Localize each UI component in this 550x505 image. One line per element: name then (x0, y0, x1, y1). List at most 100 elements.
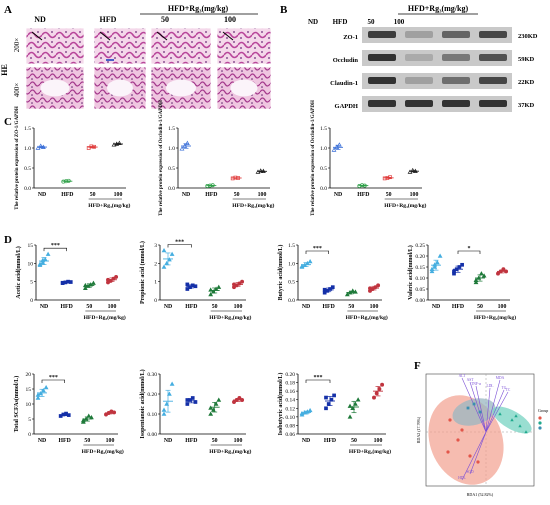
histology-col-50: 50 (161, 15, 169, 24)
data-point (307, 407, 313, 413)
x-tick-label: 100 (410, 192, 419, 198)
y-tick-label: 1.0 (320, 146, 327, 152)
data-point (205, 184, 210, 188)
rda-point (510, 418, 514, 422)
significance-bracket (167, 244, 192, 248)
x-tick-label: ND (38, 192, 46, 198)
x-tick-label: 100 (234, 438, 243, 444)
data-point (501, 267, 506, 272)
data-point (208, 291, 214, 297)
y-tick-label: 3 (154, 243, 157, 249)
y-tick-label: 0.30 (147, 372, 157, 378)
data-point (35, 392, 41, 397)
x-tick-label: ND (302, 304, 310, 310)
rda-point (468, 454, 472, 458)
rda-point (448, 418, 452, 422)
chart-6: 0.0 0.5 1.0 1.5 ND HFD 50 100 HFD+Rg₃(mg/kg) Buty… (277, 243, 388, 321)
blot-membrane (362, 96, 512, 112)
data-point (208, 183, 212, 188)
y-tick-label: 0.5 (320, 166, 327, 172)
histology-image-50-200× (150, 27, 212, 65)
data-point (82, 282, 88, 288)
histology-col-hfd: HFD (100, 15, 117, 24)
y-axis-label: The relative protein expression of Occlu… (159, 100, 164, 216)
significance-bracket (41, 379, 65, 383)
treatment-label: HFD+Rg₃(mg/kg) (232, 202, 274, 209)
rda-point (478, 410, 482, 414)
data-point (347, 403, 353, 408)
data-point (437, 253, 443, 258)
blot-band (479, 77, 507, 84)
y-axis-label: Isopentanoic acid(mmol/L) (139, 369, 146, 438)
data-point (89, 414, 94, 420)
blot-band (479, 31, 507, 38)
data-point (373, 285, 378, 290)
y-tick-label: 0.08 (285, 423, 295, 429)
rda-vector-label: TNF-α (471, 382, 481, 386)
row-label-400x: 400× (13, 83, 21, 98)
blot-header: ND HFD 50 100 (308, 18, 405, 26)
data-point (410, 167, 416, 173)
blot-band-label: Occludin (333, 57, 359, 64)
data-point (91, 280, 96, 285)
rda-point (460, 428, 464, 432)
chart-1: 0.0 0.5 1.0 1.5 ND HFD 50 100 HFD+Rg₃(mg/kg) The … (15, 106, 131, 210)
rda-vector-label: HDL (458, 476, 465, 480)
significance-label: *** (175, 240, 184, 246)
data-point (324, 406, 328, 411)
data-point (38, 390, 44, 396)
panel-letter-d: D (4, 234, 12, 246)
x-tick-label: ND (40, 304, 48, 310)
y-tick-label: 20 (26, 372, 32, 378)
data-point (479, 271, 484, 276)
y-tick-label: 1.0 (288, 261, 295, 267)
x-tick-label: ND (334, 192, 342, 198)
rda-legend-title: Group (538, 408, 548, 413)
y-axis-label: Isobutyric acid(mmol/L) (277, 373, 284, 436)
data-point (473, 279, 479, 285)
data-point (334, 144, 340, 149)
chart-2: 0.0 0.5 1.0 1.5 ND HFD 50 100 HFD+Rg₃(mg/kg) The … (159, 100, 275, 216)
blot-band (479, 100, 507, 107)
data-point (161, 264, 167, 269)
y-tick-label: 10 (28, 261, 34, 267)
y-tick-label: 0.10 (415, 276, 425, 282)
y-tick-label: 0.20 (147, 392, 157, 398)
data-point (372, 395, 376, 400)
chart-7: 0.00 0.05 0.10 0.15 0.20 0.25 ND HFD 50 100 HFD+Rg… (407, 243, 516, 321)
data-point (83, 416, 89, 421)
data-point (35, 145, 41, 150)
y-tick-label: 0.5 (24, 166, 31, 172)
rda-legend-dot-2 (538, 421, 542, 425)
y-tick-label: 0.18 (285, 381, 295, 387)
histology-col-100: 100 (224, 15, 236, 24)
rda-points (446, 402, 528, 464)
x-tick-label: HFD (59, 438, 71, 444)
data-point (164, 260, 170, 266)
y-tick-label: 0.10 (285, 415, 295, 421)
treatment-label: HFD+Rg₃(mg/kg) (209, 314, 251, 321)
rda-point (514, 414, 518, 418)
treatment-label: HFD+Rg₃(mg/kg) (349, 448, 391, 455)
rda-vector (475, 385, 487, 433)
blot-band-size: 59KD (518, 56, 535, 63)
rda-point (518, 424, 522, 428)
y-tick-label: 0.20 (285, 372, 295, 378)
rda-vector-label: LDL (487, 384, 494, 388)
significance-label: *** (314, 375, 323, 381)
data-point (473, 277, 479, 282)
data-point (66, 178, 71, 183)
y-tick-label: 1 (154, 280, 157, 286)
data-point (167, 257, 172, 262)
chart-3: 0.0 0.5 1.0 1.5 ND HFD 50 100 HFD+Rg₃(mg/kg) The … (311, 100, 427, 216)
data-point (193, 284, 198, 289)
data-point (40, 257, 46, 263)
x-tick-label: HFD (185, 438, 197, 444)
data-point (350, 288, 356, 293)
x-tick-label: HFD (324, 438, 336, 444)
data-point (64, 179, 68, 184)
data-point (332, 393, 336, 398)
panel-letter-a: A (4, 4, 12, 16)
rda-point (476, 460, 480, 464)
